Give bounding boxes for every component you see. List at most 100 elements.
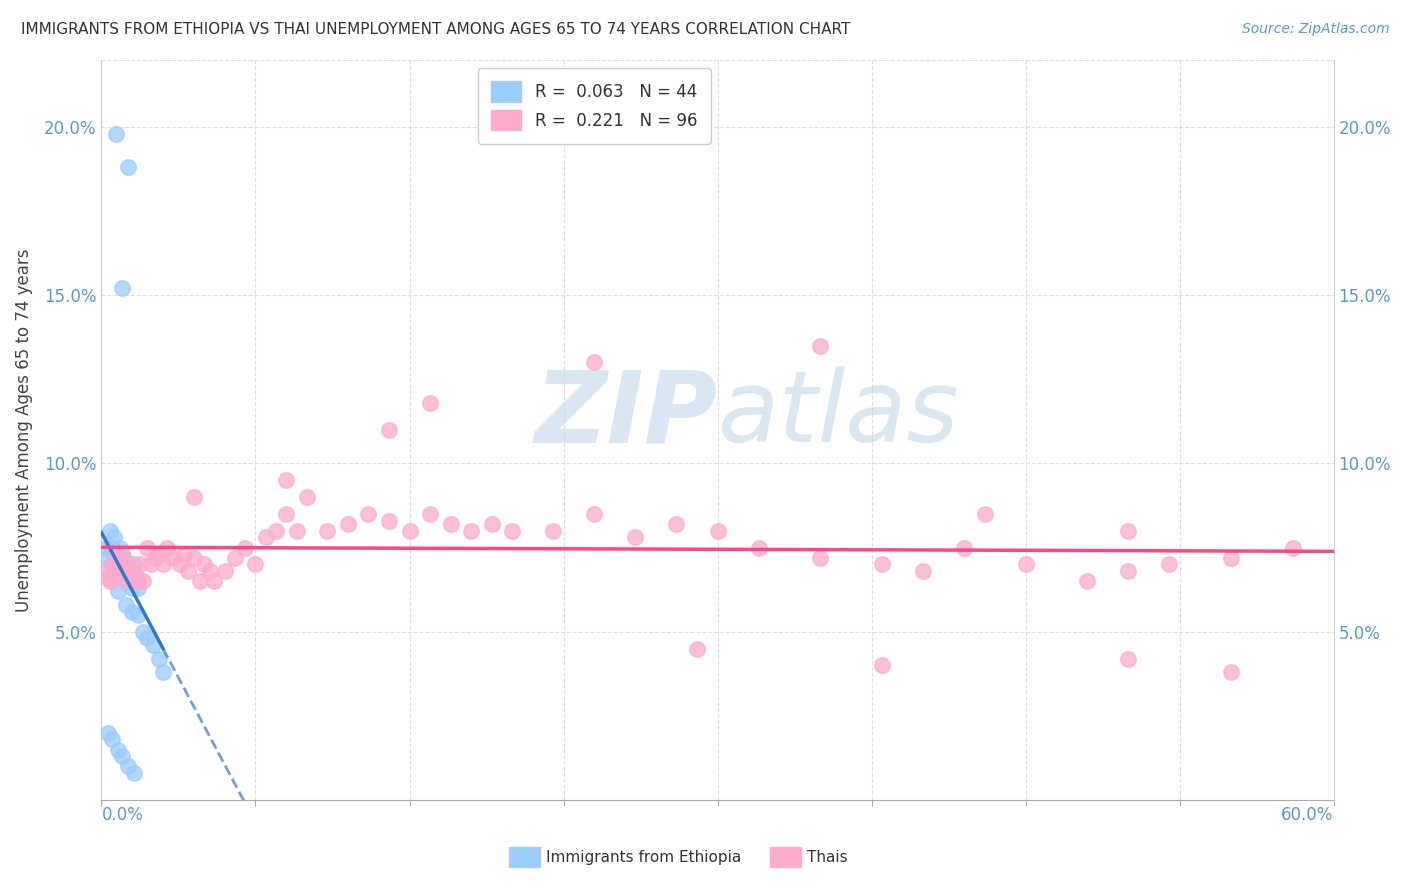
Point — [103, 531, 125, 545]
Text: Immigrants from Ethiopia: Immigrants from Ethiopia — [546, 850, 741, 864]
Point — [214, 564, 236, 578]
Point — [173, 547, 195, 561]
Point — [103, 550, 125, 565]
Text: ZIP: ZIP — [534, 367, 717, 464]
Point — [224, 550, 246, 565]
Point — [183, 550, 205, 565]
Point — [357, 507, 380, 521]
Point — [1076, 574, 1098, 589]
Point — [193, 558, 215, 572]
Point — [419, 396, 441, 410]
Legend: R =  0.063   N = 44, R =  0.221   N = 96: R = 0.063 N = 44, R = 0.221 N = 96 — [478, 68, 710, 144]
Point — [460, 524, 482, 538]
Point — [124, 564, 146, 578]
Point — [107, 584, 129, 599]
Point — [129, 558, 152, 572]
Point — [1159, 558, 1181, 572]
Text: atlas: atlas — [717, 367, 959, 464]
Point — [295, 490, 318, 504]
Point — [169, 558, 191, 572]
Point — [111, 749, 134, 764]
Point — [97, 550, 120, 565]
Point — [121, 581, 143, 595]
Point — [245, 558, 267, 572]
Point — [316, 524, 339, 538]
Point — [107, 567, 129, 582]
Point — [1220, 550, 1243, 565]
Point — [100, 558, 122, 572]
Point — [125, 567, 148, 582]
Point — [543, 524, 565, 538]
Text: IMMIGRANTS FROM ETHIOPIA VS THAI UNEMPLOYMENT AMONG AGES 65 TO 74 YEARS CORRELAT: IMMIGRANTS FROM ETHIOPIA VS THAI UNEMPLO… — [21, 22, 851, 37]
Point — [1116, 651, 1139, 665]
Point — [419, 507, 441, 521]
Point — [748, 541, 770, 555]
Point — [706, 524, 728, 538]
Point — [94, 541, 117, 555]
Point — [501, 524, 523, 538]
Point — [127, 607, 149, 622]
Point — [162, 550, 184, 565]
Point — [1116, 524, 1139, 538]
Point — [127, 574, 149, 589]
Point — [1014, 558, 1036, 572]
Point — [808, 339, 831, 353]
Point — [1220, 665, 1243, 679]
Point — [120, 567, 142, 582]
Point — [127, 581, 149, 595]
Point — [481, 516, 503, 531]
Point — [152, 665, 174, 679]
Point — [115, 574, 138, 589]
Point — [583, 507, 606, 521]
Point — [104, 547, 127, 561]
Point — [125, 571, 148, 585]
Point — [121, 571, 143, 585]
Point — [107, 558, 129, 572]
Point — [808, 550, 831, 565]
Point — [439, 516, 461, 531]
Point — [97, 725, 120, 739]
Point — [111, 281, 134, 295]
Point — [98, 574, 121, 589]
Y-axis label: Unemployment Among Ages 65 to 74 years: Unemployment Among Ages 65 to 74 years — [15, 248, 32, 612]
Point — [285, 524, 308, 538]
Point — [100, 541, 122, 555]
Point — [112, 564, 135, 578]
Point — [378, 423, 401, 437]
Point — [115, 574, 138, 589]
Point — [139, 558, 162, 572]
Point — [665, 516, 688, 531]
Point — [108, 541, 131, 555]
Text: Source: ZipAtlas.com: Source: ZipAtlas.com — [1241, 22, 1389, 37]
Point — [254, 531, 277, 545]
Point — [142, 638, 165, 652]
Text: Thais: Thais — [807, 850, 848, 864]
Point — [183, 490, 205, 504]
Point — [104, 564, 127, 578]
Point — [97, 571, 120, 585]
Point — [117, 558, 139, 572]
Point — [117, 759, 139, 773]
Point — [686, 641, 709, 656]
Point — [103, 564, 125, 578]
Point — [117, 564, 139, 578]
Point — [108, 564, 131, 578]
Point — [111, 564, 134, 578]
Point — [148, 547, 170, 561]
Point — [115, 558, 138, 572]
Point — [111, 547, 134, 561]
Point — [135, 541, 157, 555]
Text: 60.0%: 60.0% — [1281, 805, 1334, 824]
Point — [953, 541, 976, 555]
Point — [177, 564, 200, 578]
Point — [200, 564, 222, 578]
Point — [233, 541, 256, 555]
Point — [152, 558, 174, 572]
Point — [100, 732, 122, 747]
Point — [336, 516, 359, 531]
Point — [973, 507, 995, 521]
Point — [143, 550, 166, 565]
Point — [104, 550, 127, 565]
Point — [124, 766, 146, 780]
Point — [204, 574, 226, 589]
